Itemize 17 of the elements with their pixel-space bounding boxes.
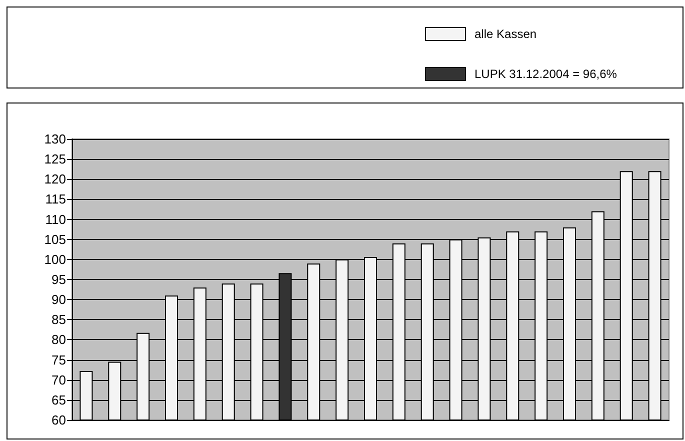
y-tick-label: 110	[45, 212, 66, 227]
legend-label: alle Kassen	[474, 27, 537, 41]
y-tick-label: 130	[44, 132, 66, 146]
y-tick-label: 125	[44, 152, 66, 167]
y-tick-label: 75	[52, 352, 66, 368]
y-tick-label: 90	[52, 292, 66, 308]
y-tick-label: 60	[52, 412, 66, 428]
y-tick-label: 95	[52, 272, 66, 287]
y-tick-label: 70	[52, 372, 66, 388]
y-tick-label: 85	[52, 312, 66, 328]
y-tick-label: 65	[52, 392, 66, 408]
y-tick-label: 105	[44, 232, 66, 247]
y-tick-label: 100	[44, 252, 66, 267]
y-tick-label: 115	[45, 192, 66, 207]
y-tick-label: 80	[52, 332, 66, 348]
y-tick-label: 120	[44, 172, 66, 187]
legend-label: LUPK 31.12.2004 = 96,6%	[474, 67, 618, 81]
